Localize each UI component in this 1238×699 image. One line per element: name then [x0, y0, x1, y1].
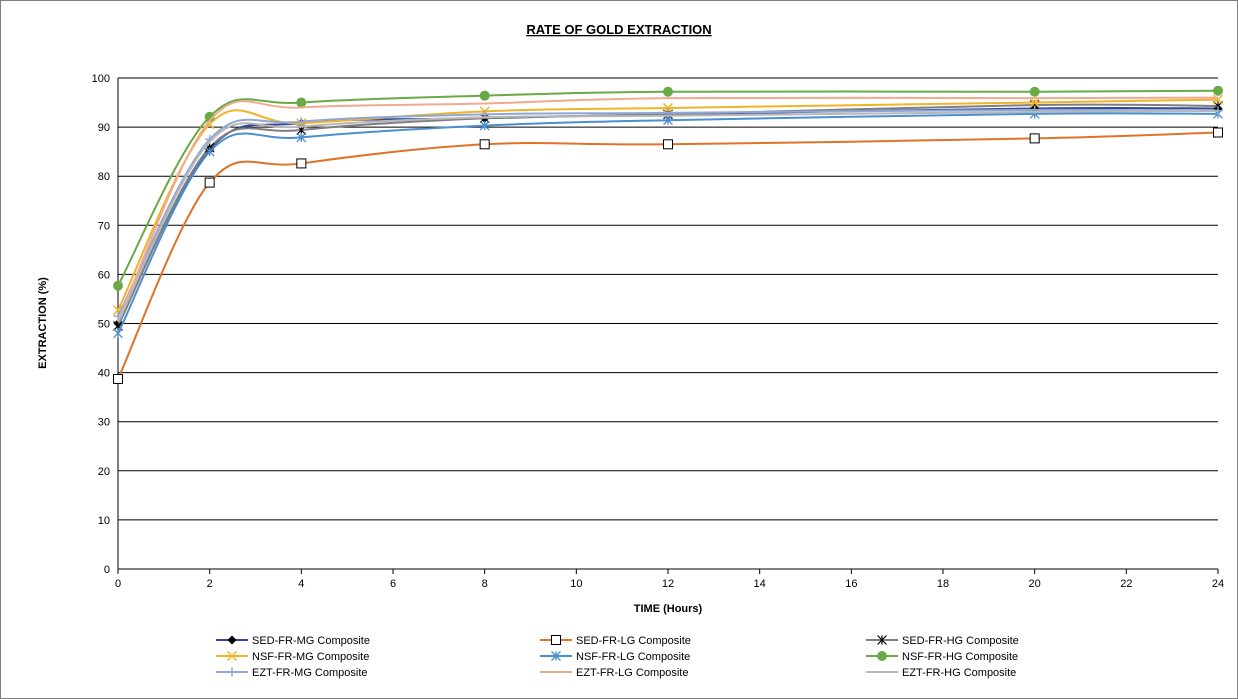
data-point [1213, 127, 1223, 138]
legend-marker [227, 667, 237, 677]
data-point [296, 117, 306, 127]
data-point [113, 280, 123, 291]
legend-entry: NSF-FR-MG Composite [216, 650, 369, 663]
legend-entry: SED-FR-HG Composite [866, 635, 1019, 647]
legend-marker [877, 651, 887, 661]
data-point [479, 90, 490, 101]
y-axis-title: EXTRACTION (%) [37, 277, 49, 369]
data-point [296, 132, 307, 143]
data-point [1030, 105, 1040, 115]
data-point [1213, 85, 1223, 96]
data-point [296, 158, 307, 169]
legend-marker [877, 635, 887, 645]
data-point [113, 328, 123, 339]
legend-marker [551, 635, 561, 645]
y-tick-label: 50 [98, 319, 110, 331]
x-tick-label: 14 [754, 578, 766, 590]
data-point [1212, 94, 1224, 105]
series-sed-fr-hg-composite [113, 100, 1223, 331]
series-ezt-fr-hg-composite [117, 109, 1219, 323]
legend-marker [226, 650, 238, 662]
legend-label: EZT-FR-MG Composite [252, 667, 368, 679]
series-nsf-fr-mg-composite [112, 94, 1224, 316]
x-tick-label: 24 [1212, 578, 1224, 590]
x-tick-label: 18 [937, 578, 949, 590]
data-point [663, 139, 673, 150]
x-tick-label: 10 [570, 578, 582, 590]
x-tick-label: 16 [845, 578, 857, 590]
legend-marker [551, 651, 561, 661]
data-point [479, 120, 490, 131]
y-tick-label: 80 [98, 171, 110, 183]
y-tick-label: 0 [104, 564, 110, 576]
x-tick-labels: 0 2 4 6 8 10 12 14 16 18 20 22 24 [115, 569, 1224, 590]
data-point [663, 86, 673, 97]
x-axis-title: TIME (Hours) [634, 603, 703, 615]
y-tick-label: 30 [98, 417, 110, 429]
legend-entry: EZT-FR-MG Composite [216, 667, 368, 679]
x-tick-label: 22 [1120, 578, 1132, 590]
legend-label: EZT-FR-HG Composite [902, 667, 1016, 679]
series-layer [112, 85, 1224, 384]
data-point [204, 146, 215, 157]
legend-label: EZT-FR-LG Composite [576, 667, 688, 679]
series-nsf-fr-hg-composite [113, 85, 1223, 291]
series-line [117, 96, 1219, 322]
legend-entry: NSF-FR-HG Composite [866, 651, 1018, 663]
y-tick-label: 10 [98, 515, 110, 527]
y-tick-label: 70 [98, 220, 110, 232]
legend-label: NSF-FR-MG Composite [252, 651, 369, 663]
x-tick-label: 0 [115, 578, 121, 590]
x-tick-label: 4 [298, 578, 304, 590]
data-point [113, 373, 123, 384]
y-tick-label: 100 [92, 73, 110, 85]
legend-label: SED-FR-HG Composite [902, 635, 1019, 647]
legend-label: NSF-FR-HG Composite [902, 651, 1018, 663]
x-tick-label: 20 [1029, 578, 1041, 590]
grid-lines [117, 77, 1218, 570]
data-point [296, 97, 307, 108]
x-tick-label: 6 [390, 578, 396, 590]
series-ezt-fr-lg-composite [117, 96, 1219, 322]
chart-title: RATE OF GOLD EXTRACTION [526, 22, 711, 37]
y-tick-label: 20 [98, 466, 110, 478]
legend-label: SED-FR-MG Composite [252, 635, 370, 647]
legend-entry: EZT-FR-HG Composite [866, 667, 1016, 679]
y-tick-label: 60 [98, 269, 110, 281]
data-point [204, 177, 215, 188]
legend-entry: SED-FR-MG Composite [216, 635, 370, 647]
legend-label: NSF-FR-LG Composite [576, 651, 690, 663]
legend-entry: EZT-FR-LG Composite [540, 667, 688, 679]
data-point [1029, 133, 1040, 144]
x-tick-label: 8 [482, 578, 488, 590]
series-sed-fr-lg-composite [113, 127, 1223, 384]
legend-entry: NSF-FR-LG Composite [540, 651, 690, 663]
y-tick-label: 40 [98, 368, 110, 380]
series-line [117, 131, 1219, 380]
data-point [1029, 97, 1040, 108]
data-point [479, 139, 490, 150]
series-line [117, 109, 1219, 323]
y-tick-labels: 0 10 20 30 40 50 60 70 80 90 100 [92, 73, 110, 576]
legend: SED-FR-MG Composite SED-FR-LG Composite SE… [216, 635, 1019, 679]
data-point [1029, 86, 1040, 97]
legend-entry: SED-FR-LG Composite [540, 635, 691, 647]
x-tick-label: 12 [662, 578, 674, 590]
data-point [662, 102, 674, 113]
y-tick-label: 90 [98, 122, 110, 134]
legend-marker [227, 635, 237, 645]
x-tick-label: 2 [207, 578, 213, 590]
legend-label: SED-FR-LG Composite [576, 635, 691, 647]
